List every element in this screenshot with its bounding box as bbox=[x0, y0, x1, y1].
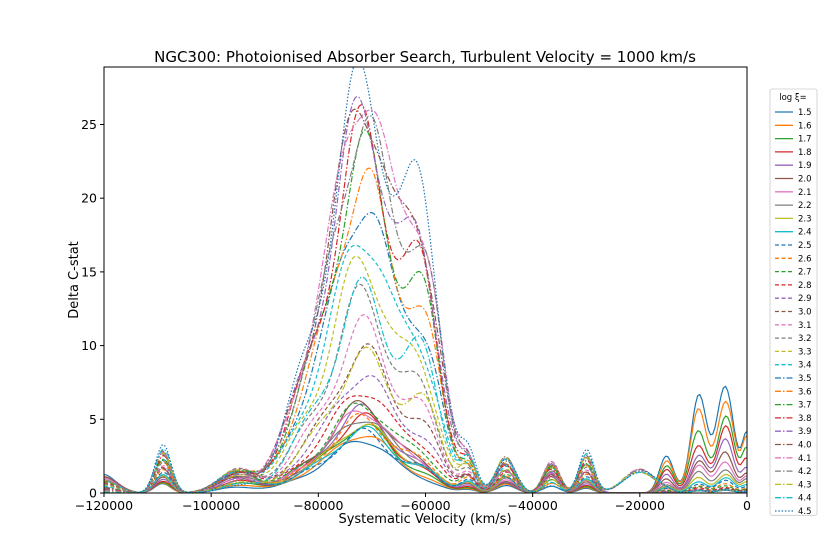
legend-entry: 2.0 bbox=[798, 175, 812, 185]
legend-entry: 4.1 bbox=[798, 454, 812, 464]
legend-entry: 3.0 bbox=[798, 308, 812, 318]
y-tick-label: 25 bbox=[81, 117, 97, 132]
y-tick-label: 0 bbox=[89, 486, 97, 501]
series-line-4-2 bbox=[104, 114, 747, 493]
legend-entry: 3.2 bbox=[798, 334, 812, 344]
legend-entry: 2.9 bbox=[798, 294, 812, 304]
y-tick-label: 10 bbox=[81, 338, 97, 353]
chart-title: NGC300: Photoionised Absorber Search, Tu… bbox=[154, 48, 696, 66]
legend-entry: 1.7 bbox=[798, 135, 812, 145]
series-line-2-2 bbox=[104, 421, 747, 493]
y-tick-label: 5 bbox=[89, 412, 97, 427]
legend-entry: 4.3 bbox=[798, 480, 812, 490]
legend-title: log ξ= bbox=[779, 93, 807, 103]
series-line-1-8 bbox=[104, 412, 747, 493]
legend-entry: 3.8 bbox=[798, 414, 812, 424]
series-line-4-0 bbox=[104, 108, 747, 493]
legend-entry: 3.5 bbox=[798, 374, 812, 384]
series-line-1-6 bbox=[104, 400, 747, 493]
series-line-1-7 bbox=[104, 415, 747, 493]
series-line-4-4 bbox=[104, 276, 747, 493]
y-tick-label: 15 bbox=[81, 264, 97, 279]
legend-entry: 2.6 bbox=[798, 254, 812, 264]
series-line-3-9 bbox=[104, 95, 747, 493]
series-line-2-0 bbox=[104, 399, 747, 493]
legend-entry: 4.2 bbox=[798, 467, 812, 477]
legend-entry: 3.4 bbox=[798, 361, 812, 371]
series-line-3-5 bbox=[104, 211, 747, 493]
y-tick-label: 20 bbox=[81, 191, 97, 206]
legend-box bbox=[769, 88, 818, 516]
series-line-2-6 bbox=[104, 412, 747, 493]
x-tick-label: −60000 bbox=[400, 498, 450, 513]
series-line-3-0 bbox=[104, 343, 747, 493]
series-line-3-6 bbox=[104, 167, 747, 493]
legend-entry: 3.6 bbox=[798, 387, 812, 397]
legend-entry: 2.7 bbox=[798, 268, 812, 278]
legend-entry: 2.1 bbox=[798, 188, 812, 198]
x-axis-label: Systematic Velocity (km/s) bbox=[338, 512, 511, 527]
x-tick-label: −80000 bbox=[293, 498, 343, 513]
legend-entry: 2.2 bbox=[798, 201, 812, 211]
legend-entry: 4.0 bbox=[798, 441, 812, 451]
series-line-3-2 bbox=[104, 283, 747, 493]
series-line-2-8 bbox=[104, 395, 747, 493]
legend-entry: 1.6 bbox=[798, 121, 812, 131]
y-axis-label: Delta C-stat bbox=[67, 241, 82, 319]
series-line-4-5 bbox=[104, 67, 747, 493]
legend-entry: 2.8 bbox=[798, 281, 812, 291]
y-axis: 0 5 10 15 20 25 bbox=[81, 117, 104, 501]
series-layer bbox=[104, 67, 747, 493]
x-tick-label: 0 bbox=[743, 498, 751, 513]
x-tick-label: −40000 bbox=[508, 498, 558, 513]
legend-entry: 2.3 bbox=[798, 214, 812, 224]
x-axis: −120000 −100000 −80000 −60000 −40000 −20000 0 bbox=[75, 493, 751, 513]
x-tick-label: −100000 bbox=[182, 498, 240, 513]
series-line-3-4 bbox=[104, 244, 747, 493]
legend-entry: 3.1 bbox=[798, 321, 812, 331]
series-line-4-1 bbox=[104, 109, 747, 493]
series-line-2-3 bbox=[104, 423, 747, 493]
series-line-2-1 bbox=[104, 410, 747, 493]
legend-entry: 3.9 bbox=[798, 427, 812, 437]
series-line-3-3 bbox=[104, 255, 747, 493]
legend-entry: 1.8 bbox=[798, 148, 812, 158]
x-tick-label: −20000 bbox=[615, 498, 665, 513]
x-tick-label: −120000 bbox=[75, 498, 133, 513]
legend-entry: 2.5 bbox=[798, 241, 812, 251]
legend-entry: 2.4 bbox=[798, 228, 812, 238]
plot-frame bbox=[103, 66, 748, 494]
legend: log ξ= 1.5 1.6 1.7 1.8 1.9 2.0 2.1 2.2 2.3 2.4 2.5… bbox=[769, 88, 818, 517]
series-line-3-8 bbox=[104, 104, 747, 493]
legend-entry: 4.5 bbox=[798, 507, 812, 517]
legend-entry: 4.4 bbox=[798, 494, 812, 504]
series-line-2-4 bbox=[104, 425, 747, 493]
series-line-3-7 bbox=[104, 128, 747, 493]
legend-entry: 1.9 bbox=[798, 161, 812, 171]
series-line-4-3 bbox=[104, 346, 747, 493]
legend-entry: 3.7 bbox=[798, 401, 812, 411]
legend-entry: 1.5 bbox=[798, 108, 812, 118]
legend-entry: 3.3 bbox=[798, 347, 812, 357]
